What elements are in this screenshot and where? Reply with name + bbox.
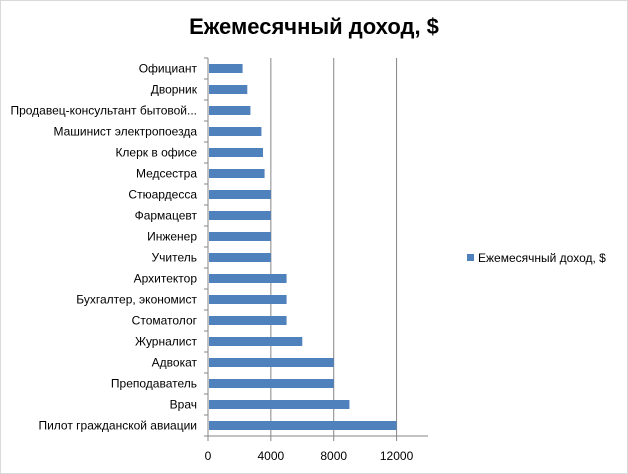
category-label: Стоматолог: [132, 314, 198, 328]
category-label: Журналист: [135, 335, 197, 349]
category-label: Адвокат: [152, 356, 198, 370]
bars: [209, 64, 397, 430]
category-label: Машинист электропоезда: [53, 125, 197, 139]
legend: Ежемесячный доход, $: [467, 251, 606, 265]
category-label: Врач: [170, 398, 197, 412]
bar: [209, 274, 287, 283]
bar: [209, 400, 350, 409]
category-label: Фармацевт: [135, 209, 198, 223]
category-label: Клерк в офисе: [115, 146, 197, 160]
x-tick-label: 4000: [258, 449, 285, 463]
bar: [209, 232, 271, 241]
category-label: Учитель: [152, 251, 197, 265]
category-label: Пилот гражданской авиации: [38, 419, 197, 433]
bar: [209, 190, 271, 199]
bar: [209, 316, 287, 325]
bar: [209, 148, 263, 157]
bar: [209, 253, 271, 262]
bar: [209, 379, 334, 388]
bar: [209, 169, 265, 178]
category-label: Стюардесса: [128, 188, 197, 202]
x-tick-label: 0: [205, 449, 212, 463]
axes: [204, 57, 428, 441]
legend-label: Ежемесячный доход, $: [478, 251, 606, 265]
category-label: Продавец-консультант бытовой...: [10, 104, 197, 118]
category-label: Медсестра: [136, 167, 197, 181]
legend-swatch: [467, 254, 474, 261]
bar: [209, 211, 271, 220]
category-label: Бухгалтер, экономист: [76, 293, 197, 307]
category-labels: Официант Дворник Продавец-консультант быто…: [10, 62, 197, 433]
bar: [209, 295, 287, 304]
gridlines: [270, 58, 398, 436]
bar: [209, 127, 262, 136]
x-tick-label: 8000: [320, 449, 347, 463]
x-tick-label: 12000: [380, 449, 414, 463]
chart-title: Ежемесячный доход, $: [189, 14, 439, 39]
bar: [209, 337, 303, 346]
bar: [209, 85, 248, 94]
category-label: Инженер: [147, 230, 197, 244]
bar: [209, 106, 251, 115]
x-tick-labels: 0 4000 8000 12000: [205, 449, 414, 463]
category-label: Архитектор: [134, 272, 198, 286]
category-label: Преподаватель: [111, 377, 197, 391]
bar: [209, 421, 397, 430]
bar: [209, 358, 334, 367]
category-label: Официант: [139, 62, 198, 76]
bar: [209, 64, 243, 73]
category-label: Дворник: [151, 83, 198, 97]
